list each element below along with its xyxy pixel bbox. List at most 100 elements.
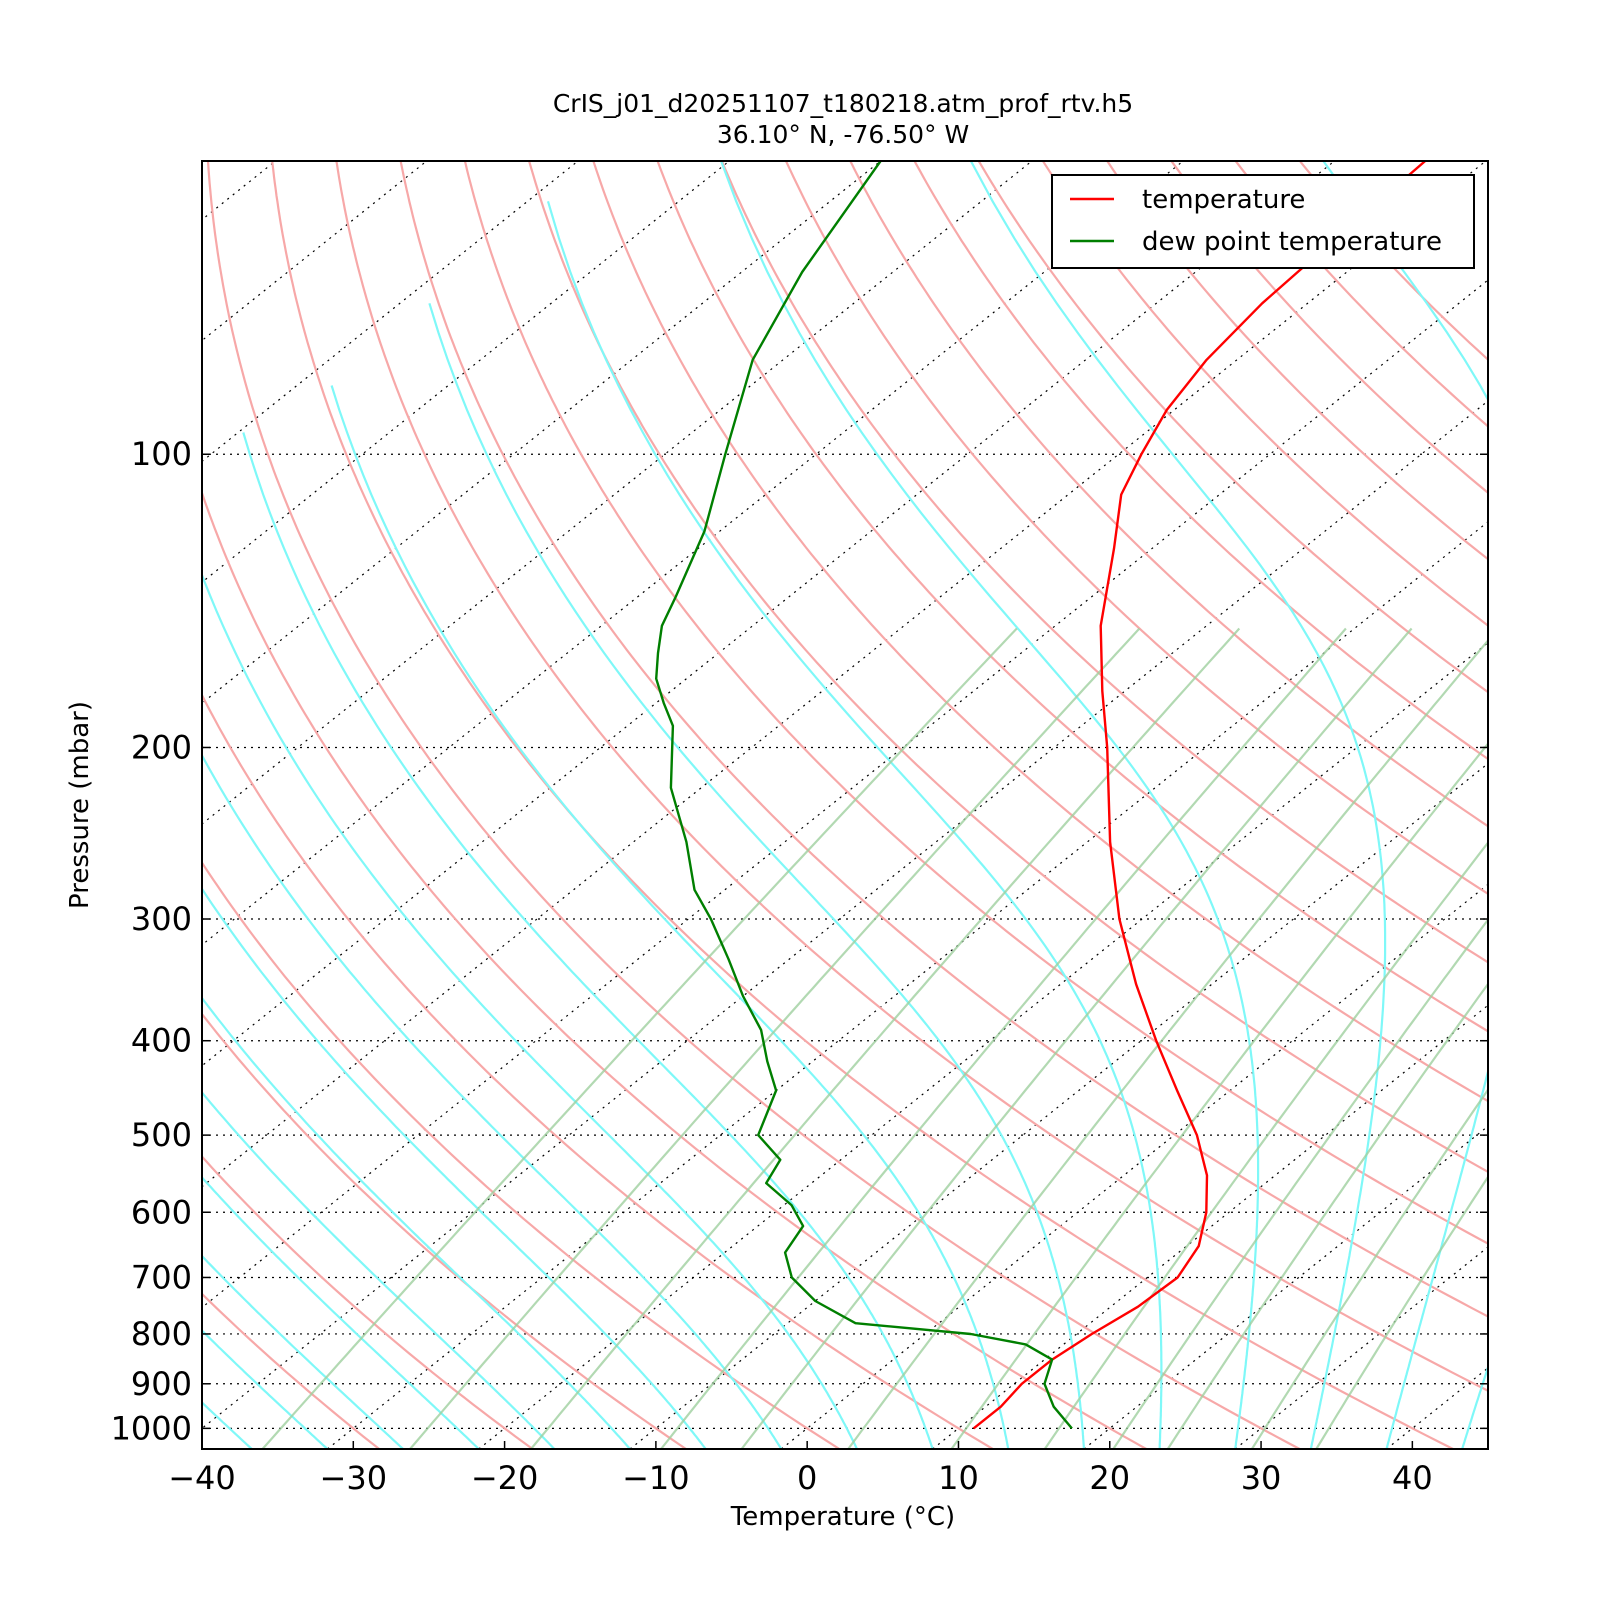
mixing-ratio-line (1315, 1175, 1488, 1449)
isotherm-line (202, 400, 1488, 1430)
mixing-ratio-line (1250, 1087, 1488, 1449)
dry-adiabat-line (1234, 161, 1488, 428)
isotherm-line (1234, 1246, 1488, 1449)
isotherm-line (202, 161, 1033, 825)
dry-adiabat-line (1042, 161, 1488, 627)
chart-title: CrIS_j01_d20251107_t180218.atm_prof_rtv.… (553, 89, 1133, 118)
moist-adiabat-line (202, 886, 707, 1449)
x-tick-label: 30 (1241, 1459, 1282, 1497)
dry-adiabat-line (913, 161, 1488, 761)
mixing-ratio-line (530, 627, 1241, 1449)
isotherm-line (1083, 1125, 1488, 1449)
moist-adiabat-line (202, 572, 858, 1449)
dry-adiabat-line (592, 161, 1488, 1103)
plot-frame (201, 160, 1489, 1450)
moist-adiabat-line (202, 1090, 556, 1449)
dry-adiabat-line (785, 161, 1488, 896)
isotherm-line (202, 161, 1335, 1067)
temperature-line (972, 161, 1426, 1430)
series-lines (655, 161, 1426, 1430)
dry-adiabat-line (1106, 161, 1488, 561)
y-tick-label: 1000 (111, 1409, 192, 1447)
dry-adiabat-line (202, 1012, 687, 1449)
y-tick-labels: 100 200 300 400 500 600 700 800 900 1000 (111, 435, 1488, 1447)
dry-adiabat-line (202, 1155, 534, 1449)
mixing-ratio-line (409, 627, 1141, 1449)
y-axis-label: Pressure (mbar) (65, 701, 95, 909)
background-lines (202, 161, 1600, 1449)
moist-adiabat-line (202, 753, 783, 1449)
moist-adiabat-line (969, 161, 1387, 1449)
moist-adiabat-line (202, 1175, 480, 1449)
mixing-ratio-line (261, 627, 1018, 1449)
y-tick-label: 800 (131, 1315, 192, 1353)
x-tick-labels: −40 −30 −20 −10 0 10 20 30 40 (168, 1441, 1433, 1497)
isotherm-line (202, 279, 1488, 1309)
isotherm-line (202, 161, 276, 221)
y-tick-label: 700 (131, 1258, 192, 1296)
legend: temperature dew point temperature (1051, 174, 1475, 269)
dry-adiabat-line (977, 161, 1488, 694)
isotherm-line (1538, 161, 1600, 1449)
dry-adiabat-line (399, 161, 1488, 1318)
y-tick-label: 600 (131, 1193, 192, 1231)
x-tick-label: −40 (168, 1459, 236, 1497)
y-tick-label: 200 (131, 728, 192, 766)
dry-adiabat-line (1299, 161, 1488, 362)
dry-adiabat-line (720, 161, 1488, 964)
x-tick-label: −20 (471, 1459, 539, 1497)
dry-adiabat-line (463, 161, 1488, 1245)
y-tick-label: 900 (131, 1365, 192, 1403)
mixing-ratio-line (847, 638, 1488, 1449)
y-tick-label: 500 (131, 1116, 192, 1154)
moist-adiabat-line (428, 302, 1085, 1449)
y-tick-label: 400 (131, 1022, 192, 1060)
moist-adiabat-line (1461, 1363, 1488, 1449)
moist-adiabat-line (720, 161, 1260, 1449)
y-tick-label: 100 (131, 435, 192, 473)
mixing-ratio-line (950, 741, 1488, 1449)
x-tick-label: 40 (1392, 1459, 1433, 1497)
legend-entry: temperature (1142, 185, 1305, 215)
moist-adiabat-line (202, 996, 631, 1449)
mixing-ratio-line (1166, 982, 1488, 1449)
moist-adiabat-line (202, 1329, 329, 1449)
mixing-ratio-line (1043, 840, 1488, 1449)
dry-adiabat-line (202, 489, 1147, 1449)
isotherm-line (629, 762, 1488, 1449)
mixing-ratio-line (740, 627, 1413, 1449)
dry-adiabat-line (1170, 161, 1488, 495)
mixing-ratio-line (1112, 917, 1488, 1449)
dry-adiabat-line (206, 161, 1301, 1449)
x-axis-label: Temperature (°C) (730, 1502, 955, 1532)
x-tick-label: −30 (320, 1459, 388, 1497)
x-tick-label: −10 (622, 1459, 690, 1497)
dry-adiabat-line (202, 860, 840, 1449)
isotherm-line (780, 883, 1488, 1449)
x-tick-label: 20 (1089, 1459, 1130, 1497)
isotherm-line (1386, 1367, 1488, 1449)
moist-adiabat-line (330, 385, 1010, 1449)
mixing-ratio-line (660, 627, 1347, 1449)
moist-adiabat-line (202, 1401, 253, 1449)
dry-adiabat-line (849, 161, 1488, 828)
isotherm-line (478, 641, 1488, 1449)
x-tick-label: 0 (797, 1459, 817, 1497)
isotherm-line (202, 161, 881, 704)
x-tick-label: 10 (938, 1459, 979, 1497)
moist-adiabat-line (546, 200, 1163, 1449)
isotherm-line (932, 1004, 1488, 1449)
moist-adiabat-line (1322, 161, 1488, 1449)
legend-entry: dew point temperature (1142, 227, 1442, 257)
dry-adiabat-line (202, 692, 994, 1449)
moist-adiabat-line (202, 1254, 404, 1449)
legend-box (1051, 174, 1475, 269)
dewpoint-line (655, 161, 1073, 1430)
y-tick-label: 300 (131, 900, 192, 938)
isotherm-line (202, 161, 1184, 946)
isotherm-line (202, 161, 428, 342)
chart-subtitle: 36.10° N, -76.50° W (717, 120, 969, 149)
moist-adiabat-line (242, 432, 934, 1449)
dry-adiabat-line (335, 161, 1488, 1393)
